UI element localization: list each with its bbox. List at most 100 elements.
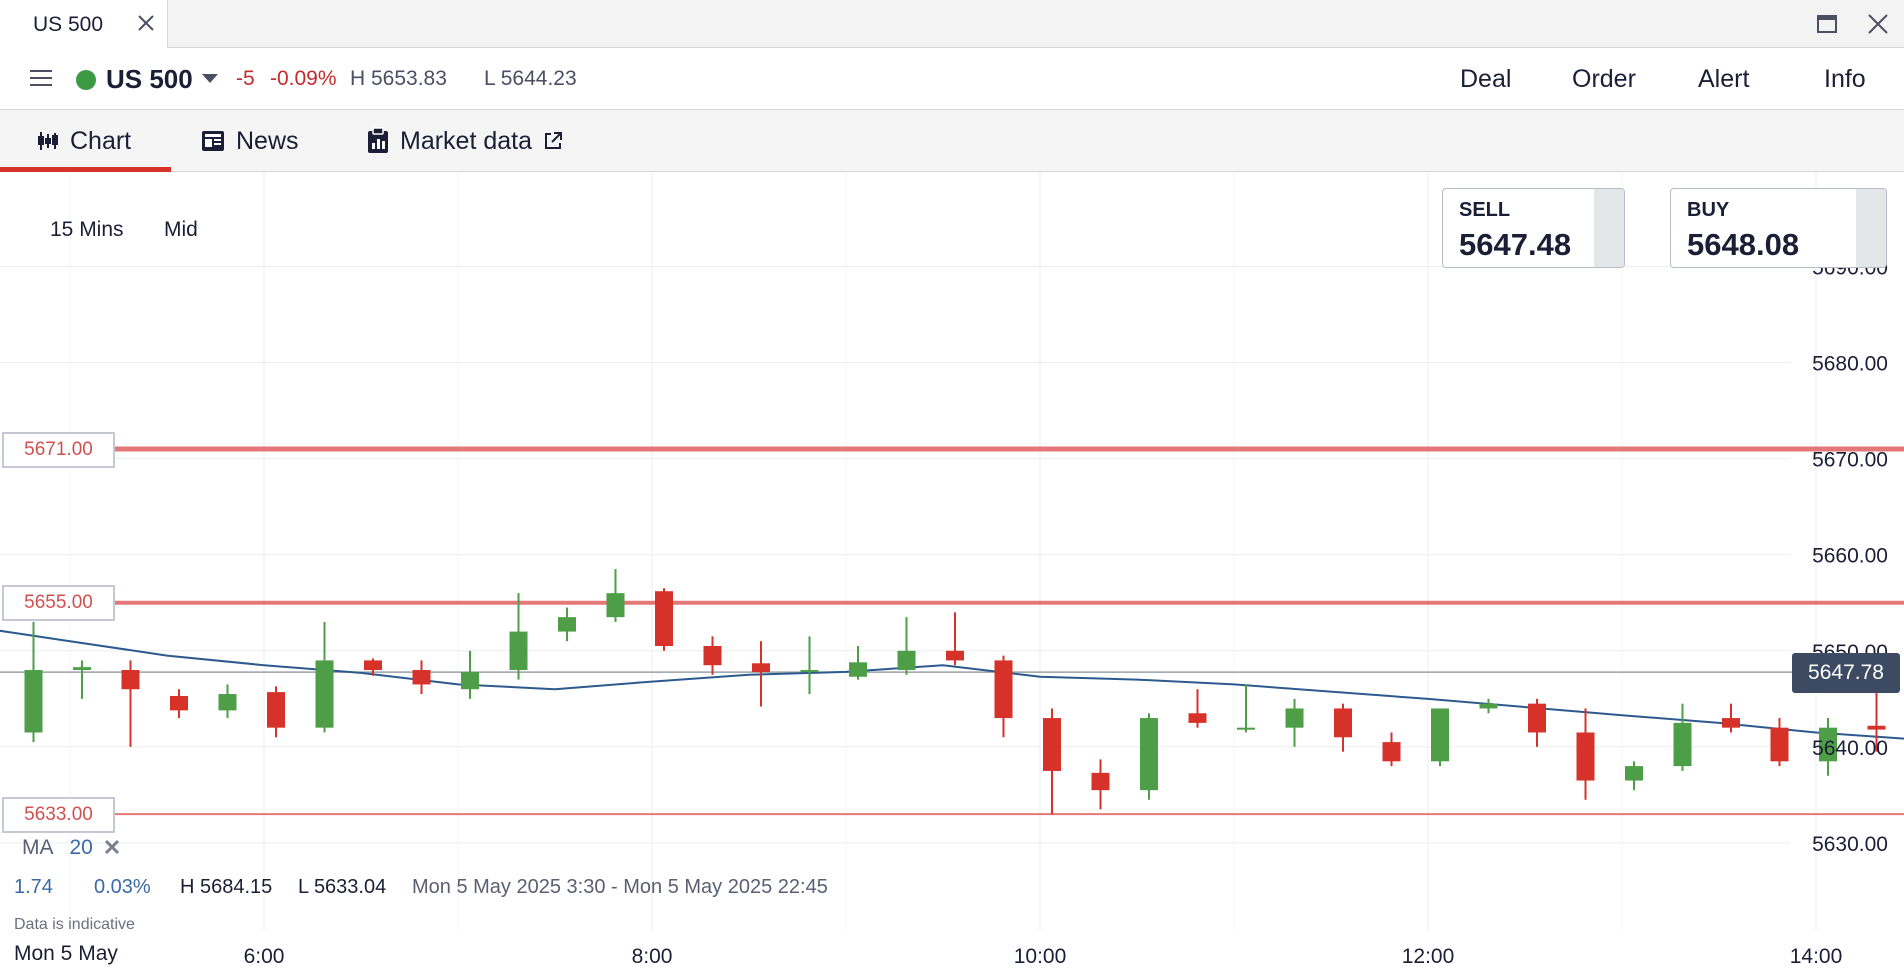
candle-body <box>461 671 479 690</box>
range-low: L 5633.04 <box>298 876 387 898</box>
level-tag[interactable]: 5655.00 <box>2 585 115 621</box>
candle-body <box>412 670 431 685</box>
alert-button[interactable]: Alert <box>1698 65 1750 93</box>
sell-strip <box>1594 189 1624 267</box>
candle-body <box>364 660 382 671</box>
disclaimer: Data is indicative <box>14 916 135 933</box>
tab-market-data-label: Market data <box>400 126 533 155</box>
candle-body <box>1576 732 1595 781</box>
close-window-icon[interactable] <box>1864 10 1892 38</box>
instrument-name[interactable]: US 500 <box>106 64 193 94</box>
last-price-label: 5647.78 <box>1792 653 1900 693</box>
tab-news-label: News <box>236 126 299 155</box>
candle-body <box>1285 708 1304 728</box>
price-type-selector[interactable]: Mid <box>164 218 198 241</box>
candle-body <box>1382 742 1401 762</box>
candle-body <box>1479 703 1498 709</box>
candle-body <box>897 650 916 671</box>
tab-market-data[interactable]: Market data <box>366 110 586 172</box>
candle-body <box>1867 725 1886 730</box>
candle-body <box>655 591 673 646</box>
candle-body <box>170 695 188 711</box>
candle-body <box>1528 703 1546 733</box>
price-change-percent: -0.09% <box>270 67 337 90</box>
buy-price: 5648.08 <box>1687 227 1800 262</box>
ma-label: MA <box>22 836 54 859</box>
level-tag[interactable]: 5671.00 <box>2 432 115 468</box>
tab-chart[interactable]: Chart <box>0 110 171 172</box>
candle-body <box>315 660 334 728</box>
external-link-icon <box>545 132 563 149</box>
range-high: H 5684.15 <box>180 876 273 898</box>
x-tick-label: 14:00 <box>1790 945 1843 968</box>
maximize-icon[interactable] <box>1813 10 1841 38</box>
window-tab-bar: US 500 <box>0 0 1904 48</box>
range-change: 1.74 <box>14 876 53 898</box>
y-tick-label: 5670.00 <box>1812 449 1888 472</box>
candle-body <box>1625 766 1643 781</box>
chevron-down-icon[interactable] <box>202 74 218 83</box>
moving-average-line <box>0 629 1904 740</box>
y-tick-label: 5640.00 <box>1812 737 1888 760</box>
chart-area[interactable]: 5630.005640.005650.005660.005670.005680.… <box>0 172 1904 970</box>
candle-body <box>849 662 867 677</box>
remove-indicator-icon[interactable] <box>103 838 123 858</box>
x-tick-label: 8:00 <box>632 945 673 968</box>
candle-body <box>24 670 43 733</box>
window-tab[interactable]: US 500 <box>0 0 168 48</box>
candle-body <box>994 660 1013 719</box>
x-tick-label: 10:00 <box>1014 945 1067 968</box>
candle-body <box>1673 722 1692 767</box>
candle-body <box>509 631 528 671</box>
candle-body <box>73 667 91 671</box>
level-tag[interactable]: 5633.00 <box>2 797 115 833</box>
candle-body <box>946 650 964 661</box>
instrument-header: US 500 -5 -0.09% H 5653.83 L 5644.23 Dea… <box>0 48 1904 110</box>
tab-chart-label: Chart <box>70 126 132 155</box>
price-change: -5 <box>236 67 255 90</box>
candle-body <box>1431 708 1449 762</box>
candle-body <box>267 692 285 728</box>
candle-body <box>1043 718 1061 771</box>
candle-body <box>121 670 140 690</box>
close-tab-icon[interactable] <box>134 10 158 36</box>
range-dates: Mon 5 May 2025 3:30 - Mon 5 May 2025 22:… <box>412 876 828 898</box>
day-low: L 5644.23 <box>484 67 577 90</box>
interval-selector[interactable]: 15 Mins <box>50 218 124 241</box>
tab-news[interactable]: News <box>200 110 310 172</box>
candle-body <box>752 663 770 672</box>
ma-period[interactable]: 20 <box>69 836 93 859</box>
candle-body <box>1722 718 1740 728</box>
x-tick-label: 12:00 <box>1402 945 1455 968</box>
candle-body <box>1188 713 1207 723</box>
view-tabs: Chart News Market data <box>0 110 1904 172</box>
candle-body <box>1237 727 1255 730</box>
candle-body <box>218 694 237 711</box>
date-label: Mon 5 May <box>14 942 118 965</box>
sell-price: 5647.48 <box>1459 227 1572 262</box>
y-tick-label: 5660.00 <box>1812 545 1888 568</box>
news-icon <box>202 131 224 151</box>
day-high: H 5653.83 <box>350 67 447 90</box>
candle-body <box>1334 708 1352 738</box>
market-open-icon <box>76 70 96 90</box>
sell-label: SELL <box>1459 199 1511 221</box>
candle-body <box>703 645 722 666</box>
candle-body <box>1091 772 1110 791</box>
window-tab-label: US 500 <box>33 13 104 36</box>
buy-label: BUY <box>1687 199 1730 221</box>
buy-button[interactable]: BUY 5648.08 <box>1670 188 1887 268</box>
menu-icon[interactable] <box>28 64 58 92</box>
ma-indicator: MA 20 <box>22 834 123 862</box>
candle-body <box>1819 727 1837 762</box>
range-change-percent: 0.03% <box>94 876 151 898</box>
candle-body <box>1140 718 1158 791</box>
price-chart[interactable]: 5630.005640.005650.005660.005670.005680.… <box>0 172 1904 970</box>
info-button[interactable]: Info <box>1824 65 1866 93</box>
sell-button[interactable]: SELL 5647.48 <box>1442 188 1625 268</box>
order-button[interactable]: Order <box>1572 65 1636 93</box>
x-tick-label: 6:00 <box>244 945 285 968</box>
deal-button[interactable]: Deal <box>1460 65 1512 93</box>
y-tick-label: 5630.00 <box>1812 833 1888 856</box>
candle-body <box>558 617 576 632</box>
